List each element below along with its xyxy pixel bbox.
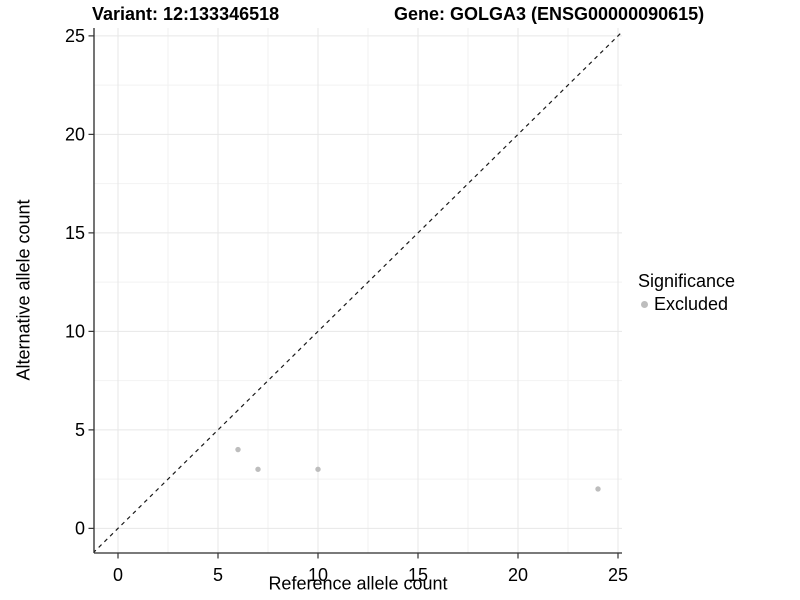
legend-item-label: Excluded <box>654 294 729 314</box>
data-points <box>235 446 601 492</box>
data-point <box>255 466 261 472</box>
identity-line <box>94 31 622 553</box>
y-tick-label: 25 <box>65 26 85 46</box>
x-tick-label: 20 <box>508 565 528 585</box>
tick-marks <box>88 35 619 559</box>
x-tick-label: 25 <box>608 565 628 585</box>
x-tick-label: 15 <box>408 565 428 585</box>
legend-point-icon <box>641 301 648 308</box>
plot-title-gene: Gene: GOLGA3 (ENSG00000090615) <box>394 4 705 24</box>
gridlines <box>94 28 622 553</box>
legend-title: Significance <box>638 271 736 291</box>
axes <box>93 28 622 554</box>
x-axis-title: Reference allele count <box>268 573 448 594</box>
data-point <box>595 486 601 492</box>
y-tick-label: 20 <box>65 124 85 144</box>
tick-labels: 0 5 10 15 20 25 0 5 10 15 20 25 <box>65 26 628 585</box>
x-tick-label: 0 <box>113 565 123 585</box>
legend-item-excluded: Excluded <box>638 294 735 315</box>
y-tick-label: 0 <box>75 518 85 538</box>
plot-title-variant: Variant: 12:133346518 <box>92 4 280 24</box>
data-point <box>315 466 321 472</box>
y-axis-title: Alternative allele count <box>13 199 34 381</box>
y-tick-label: 5 <box>75 420 85 440</box>
x-tick-label: 10 <box>308 565 328 585</box>
y-tick-label: 10 <box>65 321 85 341</box>
legend: Significance Excluded <box>638 271 735 315</box>
data-point <box>235 446 241 453</box>
x-tick-label: 5 <box>213 565 223 585</box>
y-tick-label: 15 <box>65 223 85 243</box>
